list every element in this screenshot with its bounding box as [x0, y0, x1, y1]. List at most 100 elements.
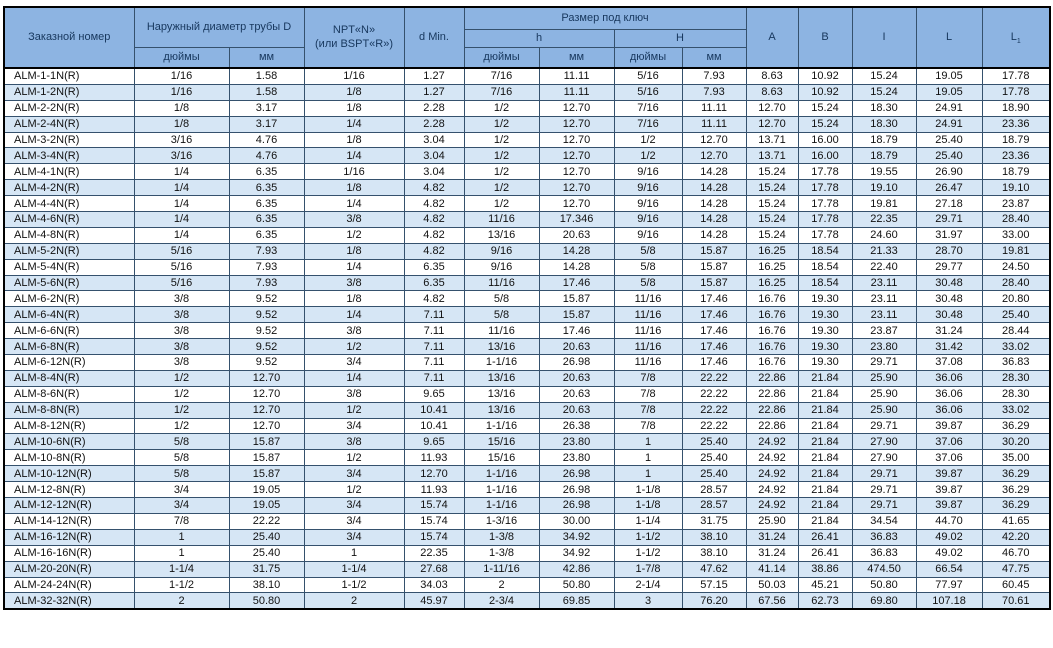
table-body: ALM-1-1N(R) 1/16 1.58 1/16 1.27 7/16 11.11 5/16…: [3, 67, 1051, 610]
value-cell: 34.03: [403, 576, 465, 594]
value-cell: 15.87: [538, 306, 615, 324]
value-cell: 11/16: [463, 322, 540, 340]
value-cell: 36.29: [981, 497, 1051, 514]
header-order-number: Заказной номер: [3, 6, 135, 69]
value-cell: 21.84: [797, 433, 853, 451]
value-cell: 28.57: [681, 481, 747, 499]
value-cell: 11/16: [613, 306, 683, 324]
value-cell: 6.35: [403, 274, 465, 292]
value-cell: 5/8: [613, 242, 683, 260]
value-cell: 20.63: [538, 385, 615, 403]
order-number-cell: ALM-3-2N(R): [3, 131, 135, 149]
value-cell: 10.92: [797, 83, 853, 101]
value-cell: 42.20: [981, 528, 1051, 546]
value-cell: 16.00: [797, 131, 853, 149]
value-cell: 2-3/4: [463, 592, 540, 610]
value-cell: 1/4: [303, 147, 405, 165]
value-cell: 1/4: [303, 115, 405, 133]
value-cell: 18.30: [851, 99, 917, 117]
value-cell: 35.00: [981, 449, 1051, 467]
value-cell: 17.78: [797, 179, 853, 197]
value-cell: 69.80: [851, 592, 917, 610]
value-cell: 15.24: [851, 67, 917, 85]
value-cell: 10.92: [797, 67, 853, 85]
value-cell: 18.90: [981, 99, 1051, 117]
value-cell: 45.21: [797, 576, 853, 594]
header-npt-line2: (или BSPT«R»): [315, 37, 394, 50]
header-h-mm: мм: [538, 47, 615, 69]
order-number-cell: ALM-8-4N(R): [3, 369, 135, 387]
value-cell: 24.91: [915, 115, 983, 133]
order-number-cell: ALM-4-6N(R): [3, 211, 135, 228]
value-cell: 15.74: [403, 528, 465, 546]
table-row: ALM-8-12N(R) 1/2 12.70 3/4 10.41 1-1/16 26.38 7…: [3, 417, 1051, 435]
value-cell: 12.70: [745, 115, 799, 133]
value-cell: 27.68: [403, 560, 465, 578]
value-cell: 33.00: [981, 226, 1051, 244]
value-cell: 17.346: [538, 211, 615, 228]
value-cell: 11/16: [463, 274, 540, 292]
header-wrench-size: Размер под ключ: [463, 6, 747, 30]
value-cell: 28.40: [981, 274, 1051, 292]
table-row: ALM-4-6N(R) 1/4 6.35 3/8 4.82 11/16 17.346 9/16…: [3, 211, 1051, 228]
value-cell: 18.30: [851, 115, 917, 133]
value-cell: 25.40: [681, 433, 747, 451]
header-d-min: d Min.: [403, 6, 465, 69]
value-cell: 36.06: [915, 401, 983, 419]
header-npt: NPT«N» (или BSPT«R»): [303, 6, 405, 69]
value-cell: 36.06: [915, 369, 983, 387]
value-cell: 9/16: [613, 179, 683, 197]
table-row: ALM-12-12N(R) 3/4 19.05 3/4 15.74 1-1/16 26.98…: [3, 497, 1051, 514]
value-cell: 30.20: [981, 433, 1051, 451]
value-cell: 17.46: [681, 338, 747, 356]
value-cell: 3/4: [303, 465, 405, 483]
value-cell: 28.30: [981, 369, 1051, 387]
value-cell: 8.63: [745, 67, 799, 85]
value-cell: 29.71: [851, 481, 917, 499]
value-cell: 14.28: [681, 163, 747, 181]
value-cell: 4.82: [403, 211, 465, 228]
value-cell: 29.71: [851, 417, 917, 435]
value-cell: 26.98: [538, 354, 615, 371]
value-cell: 12.70: [538, 179, 615, 197]
value-cell: 22.22: [228, 512, 305, 530]
header-col-i: I: [851, 6, 917, 69]
value-cell: 5/16: [613, 67, 683, 85]
table-row: ALM-24-24N(R) 1-1/2 38.10 1-1/2 34.03 2 50.80 2…: [3, 576, 1051, 594]
value-cell: 14.28: [681, 179, 747, 197]
value-cell: 19.55: [851, 163, 917, 181]
value-cell: 23.80: [538, 449, 615, 467]
value-cell: 7.11: [403, 322, 465, 340]
header-col-l1-main: L: [1010, 30, 1017, 43]
value-cell: 33.02: [981, 401, 1051, 419]
order-number-cell: ALM-10-8N(R): [3, 449, 135, 467]
value-cell: 39.87: [915, 481, 983, 499]
order-number-cell: ALM-6-6N(R): [3, 322, 135, 340]
value-cell: 11/16: [613, 322, 683, 340]
value-cell: 7/16: [613, 99, 683, 117]
value-cell: 34.92: [538, 528, 615, 546]
value-cell: 29.77: [915, 258, 983, 276]
value-cell: 1-7/8: [613, 560, 683, 578]
header-hh-inches: дюймы: [613, 47, 683, 69]
value-cell: 7/8: [613, 417, 683, 435]
value-cell: 2: [463, 576, 540, 594]
value-cell: 17.78: [797, 163, 853, 181]
value-cell: 2-1/4: [613, 576, 683, 594]
value-cell: 11.93: [403, 481, 465, 499]
value-cell: 15.24: [797, 115, 853, 133]
value-cell: 26.90: [915, 163, 983, 181]
value-cell: 1/2: [463, 115, 540, 133]
value-cell: 5/16: [133, 242, 230, 260]
value-cell: 1/8: [303, 99, 405, 117]
value-cell: 37.08: [915, 354, 983, 371]
value-cell: 17.78: [797, 226, 853, 244]
value-cell: 49.02: [915, 544, 983, 562]
value-cell: 22.22: [681, 385, 747, 403]
value-cell: 12.70: [681, 147, 747, 165]
value-cell: 4.76: [228, 131, 305, 149]
value-cell: 1/4: [303, 306, 405, 324]
order-number-cell: ALM-24-24N(R): [3, 576, 135, 594]
value-cell: 1-1/2: [613, 544, 683, 562]
table-row: ALM-1-2N(R) 1/16 1.58 1/8 1.27 7/16 11.11 5/16 7…: [3, 83, 1051, 101]
